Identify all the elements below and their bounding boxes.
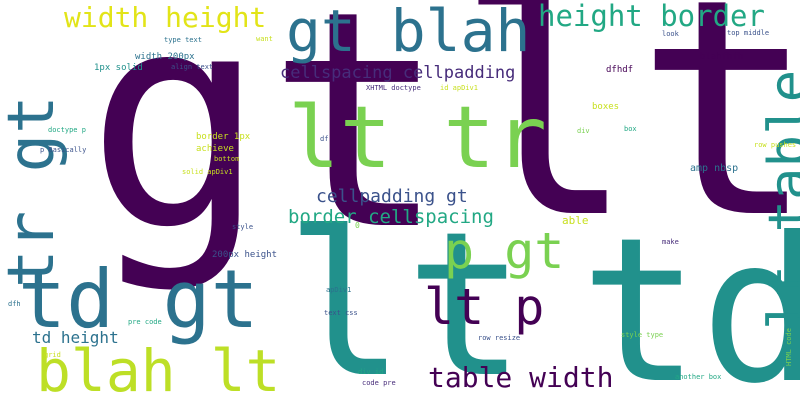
word-lt-tr: lt tr [288, 88, 547, 188]
word-bottom: bottom [214, 155, 240, 163]
word-dfh: dfh [8, 300, 21, 308]
word-apdiv1: apDiv1 [326, 286, 352, 294]
word-border-1px: border 1px [196, 132, 251, 142]
word-align-text: align text [171, 63, 214, 71]
word-amp-nbsp: amp nbsp [690, 163, 739, 174]
word-top-middle: top middle [727, 29, 770, 37]
word-lt-table: lt table [757, 69, 800, 330]
word-xhtml-doctype: XHTML doctype [366, 84, 421, 92]
word-td-height: td height [32, 328, 119, 347]
word-solid-apdiv1: solid apDiv1 [182, 168, 233, 176]
word-div: div [577, 127, 590, 135]
word-dfhdf: dfhdf [606, 65, 634, 75]
word-another-box: another box [675, 373, 722, 381]
word-width-height: width height [64, 1, 267, 34]
word-look: look [662, 30, 679, 38]
word-gt-blah: gt blah [286, 0, 531, 65]
word-style-type: style type [621, 331, 664, 339]
word-p-gt: p gt [444, 222, 565, 280]
word-pre-code: pre code [128, 318, 162, 326]
word-want: want [256, 35, 273, 43]
word-lt-teal: lt [285, 189, 526, 400]
word-blahfhfh: blahfhfh [700, 52, 744, 62]
word-td-large: td [580, 195, 800, 400]
word-td-gt: td gt [18, 253, 259, 346]
word-200px-height: 200px height [212, 250, 278, 260]
word-doctype-p: doctype p [48, 126, 86, 134]
word-make: make [662, 238, 679, 246]
word-able: able [562, 214, 589, 227]
word-type-text: type text [164, 36, 202, 44]
word-box: box [624, 125, 637, 133]
word-row-resize: row resize [478, 334, 521, 342]
word-p-basically: p Basically [40, 146, 87, 154]
word-text-css: text css [324, 309, 358, 317]
word-cellspacing-cellpadding: cellspacing cellpadding [280, 63, 516, 83]
word-df: df [320, 135, 329, 143]
word-1px-solid: 1px solid [94, 63, 143, 73]
word-height-border: height border [538, 0, 765, 33]
word-table-width: table width [428, 361, 614, 394]
word-cellpadding-gt: cellpadding gt [316, 186, 468, 207]
word-zero: 0 [355, 221, 360, 230]
word-code-pre: code pre [362, 379, 396, 387]
word-lt-large: lt [455, 0, 800, 284]
word-boxes: boxes [592, 102, 620, 112]
word-row-pushes: row pushes [754, 141, 797, 149]
word-gt-large: gt [86, 0, 448, 296]
word-width-200px: width 200px [135, 52, 195, 62]
word-blah-lt: blah lt [36, 337, 281, 400]
word-id-apdiv1: id apDiv1 [440, 84, 478, 92]
word-div-id: div id [358, 368, 384, 376]
word-html-code: HTML code [785, 328, 793, 366]
word-style: style [232, 223, 254, 231]
word-lt-p: lt p [424, 278, 545, 336]
word-border-cellspacing: border cellspacing [288, 206, 494, 228]
word-grid: grid [44, 351, 61, 359]
word-achieve: achieve [196, 144, 234, 154]
